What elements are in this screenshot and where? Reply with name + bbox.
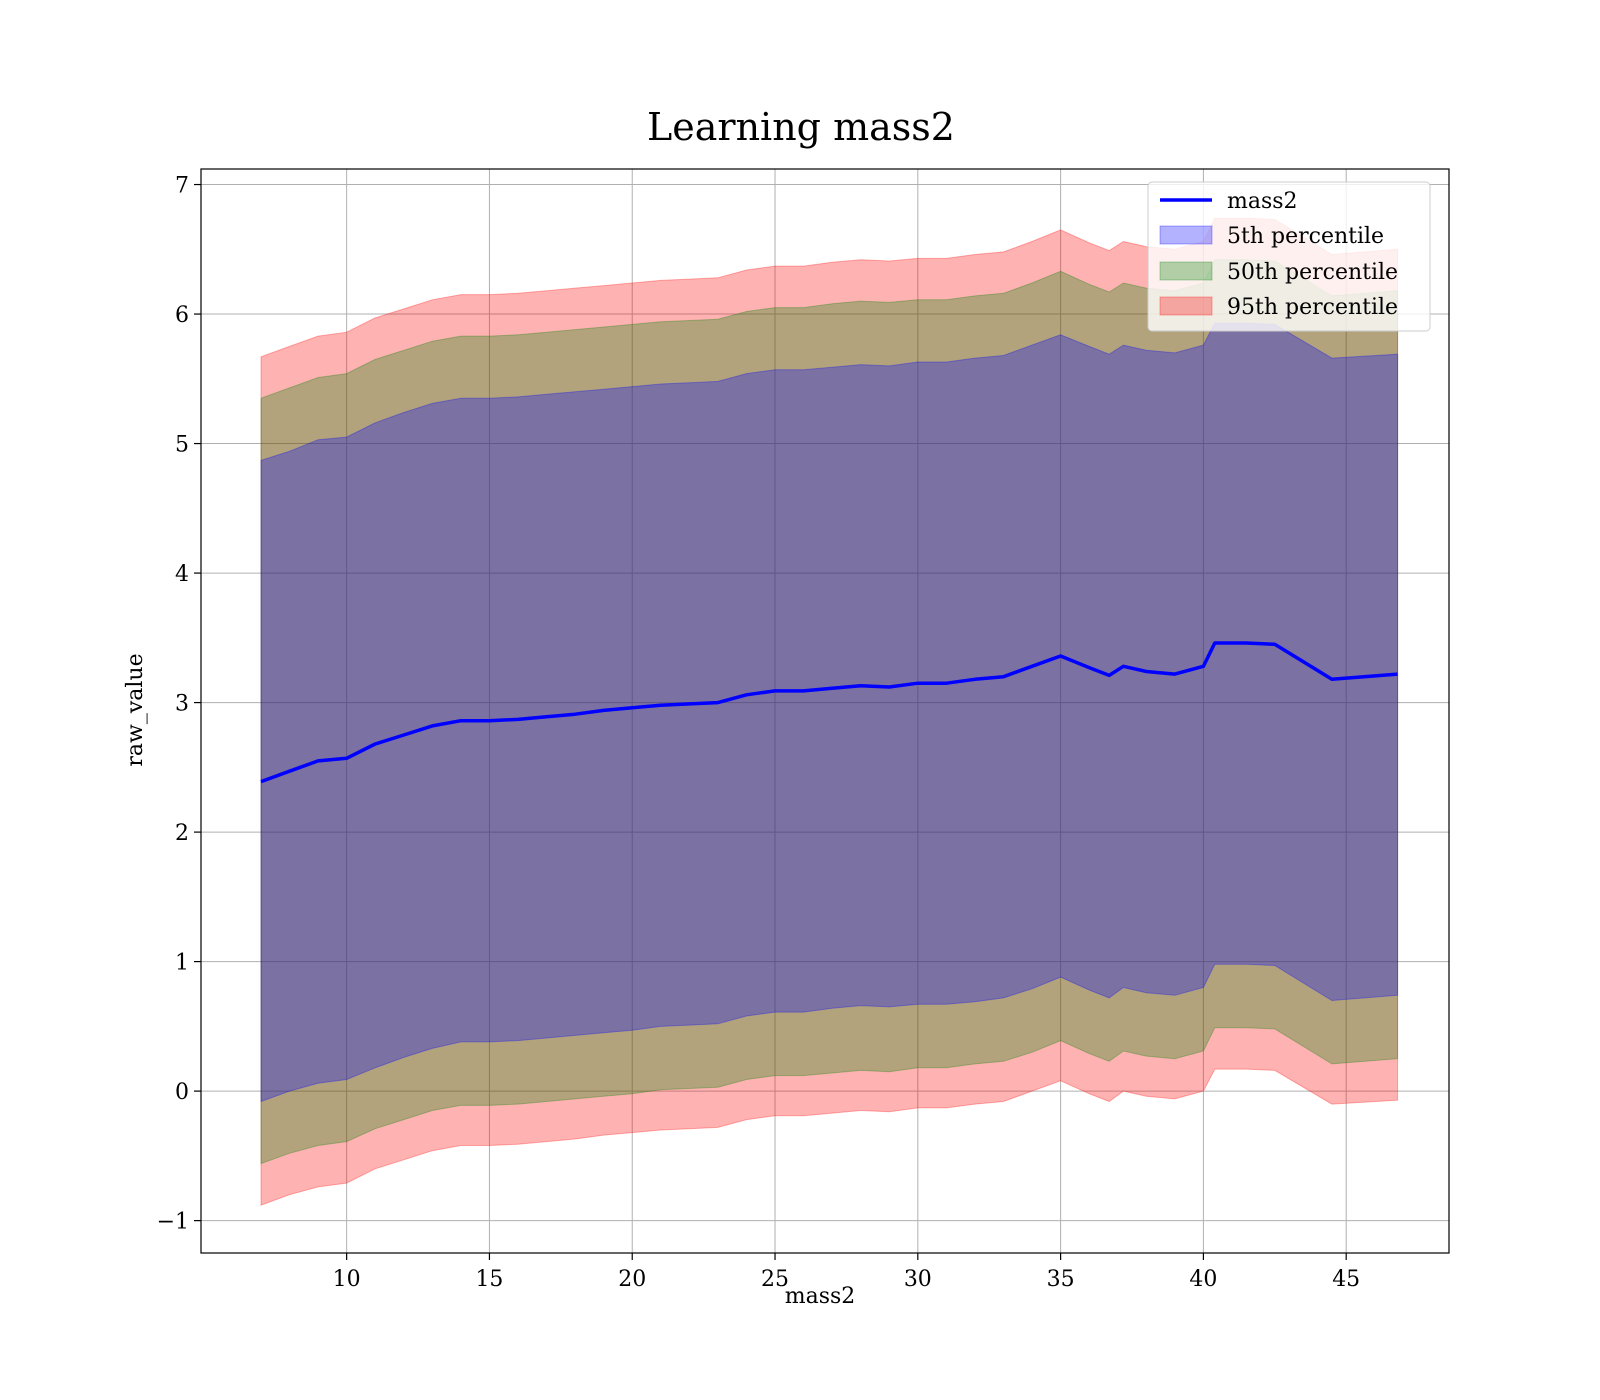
x-tick-label: 40 [1189, 1267, 1217, 1292]
band-95th-percentile [260, 217, 1399, 1206]
band-50th-percentile [260, 259, 1399, 1165]
legend-label-5th-percentile: 5th percentile [1227, 224, 1384, 249]
y-tick-label: 7 [175, 174, 189, 199]
mass2-line [260, 641, 1398, 784]
x-tick-label: 15 [475, 1267, 503, 1292]
x-axis-label: mass2 [785, 1284, 856, 1309]
chart-title: Learning mass2 [647, 105, 955, 149]
x-tick-label: 30 [904, 1267, 932, 1292]
x-tick-label: 35 [1047, 1267, 1075, 1292]
y-tick-label: −1 [157, 1210, 189, 1235]
y-tick-label: 5 [175, 433, 189, 458]
legend-label-50th-percentile: 50th percentile [1227, 260, 1398, 285]
x-tick-label: 10 [333, 1267, 361, 1292]
legend-label-95th-percentile: 95th percentile [1227, 295, 1398, 320]
mass2-line-layer [260, 641, 1398, 784]
x-tick-label: 25 [761, 1267, 789, 1292]
band-5th-percentile [260, 322, 1399, 1103]
legend-swatch-50th-percentile [1159, 261, 1213, 281]
y-axis-label: raw_value [123, 653, 148, 766]
legend-swatch-95th-percentile [1159, 296, 1213, 316]
legend-swatch-5th-percentile [1159, 225, 1213, 245]
y-tick-label: 6 [175, 303, 189, 328]
legend: mass2 5th percentile 50th percentile 95t… [1147, 181, 1431, 332]
legend-label-mass2: mass2 [1227, 189, 1298, 214]
percentile-bands [260, 217, 1399, 1206]
x-tick-label: 45 [1332, 1267, 1360, 1292]
y-tick-label: 3 [175, 692, 189, 717]
legend-frame [1147, 181, 1431, 332]
x-tick-label: 20 [618, 1267, 646, 1292]
plot-frame [200, 168, 1450, 1254]
y-tick-label: 2 [175, 821, 189, 846]
y-tick-label: 4 [175, 562, 189, 587]
y-tick-label: 1 [175, 951, 189, 976]
y-tick-label: 0 [175, 1080, 189, 1105]
grid [201, 169, 1449, 1253]
